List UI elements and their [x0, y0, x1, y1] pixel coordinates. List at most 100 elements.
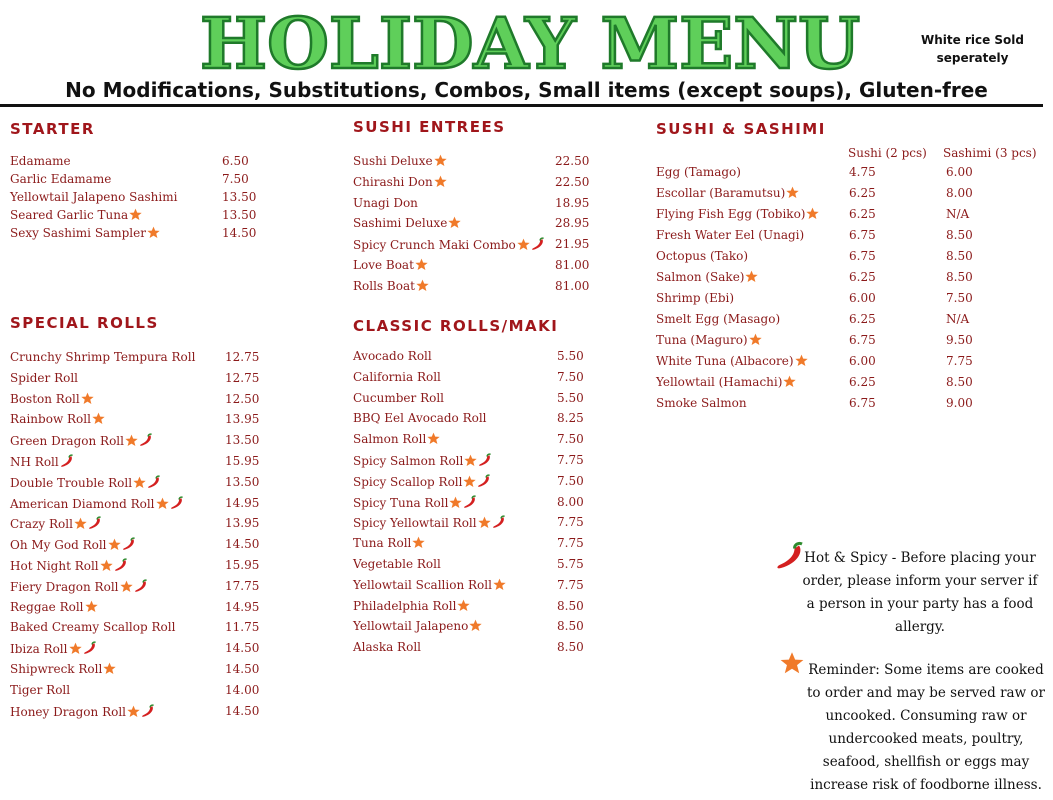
item-name: Sashimi Deluxe	[353, 216, 461, 230]
chili-icon	[89, 516, 101, 530]
star-icon	[457, 599, 471, 611]
chili-icon	[134, 579, 147, 592]
item-name: White Tuna (Albacore)	[656, 354, 808, 368]
reminder-note: Reminder: Some items are cooked to order…	[806, 662, 1046, 793]
star-icon	[493, 578, 506, 590]
item-name: Spicy Tuna Roll	[353, 495, 477, 510]
item-name: Fiery Dragon Roll	[10, 579, 148, 594]
item-name: Smoke Salmon	[656, 396, 747, 410]
item-price: 5.75	[557, 557, 584, 571]
item-name: Chirashi Don	[353, 175, 447, 189]
item-name: Yellowtail Jalapeno	[353, 619, 482, 633]
item-price: 14.50	[225, 641, 260, 656]
item-name: Spicy Scallop Roll	[353, 474, 491, 489]
item-name: Reggae Roll	[10, 600, 98, 614]
star-icon	[84, 600, 98, 612]
item-price: 7.75	[557, 536, 584, 551]
chili-icon	[83, 641, 96, 654]
item-price: 15.95	[225, 558, 260, 572]
item-price: 14.00	[225, 682, 260, 697]
chili-icon	[140, 433, 152, 446]
subtitle: No Modifications, Substitutions, Combos,…	[65, 78, 988, 102]
item-price: 8.50	[557, 619, 584, 634]
column-header: Sashimi (3 pcs)	[943, 146, 1037, 160]
star-icon	[434, 175, 447, 187]
title: HOLIDAY MENU	[200, 4, 860, 76]
star-icon	[477, 517, 491, 529]
item-name: Spicy Salmon Roll	[353, 453, 492, 468]
item-name: Escollar (Baramutsu)	[656, 186, 799, 200]
item-price: 6.50	[222, 154, 249, 168]
star-icon	[125, 434, 138, 447]
star-icon	[427, 432, 440, 445]
item-price: 13.50	[222, 208, 257, 222]
item-name: Tiger Roll	[10, 682, 71, 697]
item-name: Smelt Egg (Masago)	[656, 312, 781, 326]
item-price: 28.95	[555, 216, 590, 231]
item-name: Yellowtail Scallion Roll	[353, 578, 506, 592]
item-name: NH Roll	[10, 454, 74, 469]
item-price: 6.00	[946, 165, 973, 179]
item-name: Philadelphia Roll	[353, 599, 471, 613]
item-name: Edamame	[10, 154, 71, 168]
item-name: Shrimp (Ebi)	[656, 291, 735, 305]
item-price: 14.50	[222, 226, 257, 240]
item-price: 4.75	[849, 165, 876, 179]
star-icon	[806, 207, 820, 220]
star-icon	[794, 354, 808, 367]
star-icon	[745, 270, 759, 283]
item-price: 8.00	[946, 186, 973, 200]
item-name: Love Boat	[353, 258, 428, 272]
item-price: 13.50	[225, 433, 260, 448]
star-icon	[68, 642, 82, 655]
title-svg: HOLIDAY MENU	[199, 4, 861, 76]
star-icon	[74, 518, 87, 530]
star-icon	[748, 333, 762, 346]
item-price: 13.50	[225, 474, 260, 489]
reminder-icon	[779, 651, 804, 677]
item-name: Vegetable Roll	[353, 557, 441, 571]
item-price: 13.95	[225, 516, 260, 531]
item-name: Ibiza Roll	[10, 641, 97, 656]
item-price: N/A	[946, 312, 970, 326]
star-icon	[129, 208, 142, 221]
star-icon	[416, 279, 429, 291]
item-name: Tuna Roll	[353, 536, 426, 550]
chili-icon	[148, 475, 160, 488]
rice-note: White rice Sold seperately	[921, 33, 1024, 65]
section-heading: CLASSIC ROLLS/MAKI	[353, 317, 559, 335]
item-name: Sushi Deluxe	[353, 154, 447, 168]
item-price: 6.75	[849, 249, 876, 263]
chili-icon	[492, 515, 505, 529]
chili-icon	[479, 453, 492, 466]
item-price: 22.50	[555, 174, 590, 189]
spicy-note: Hot & Spicy - Before placing your order,…	[802, 550, 1038, 635]
star-icon	[412, 536, 426, 549]
item-price: 81.00	[555, 278, 590, 293]
item-price: 8.25	[557, 411, 584, 426]
star-icon	[99, 559, 113, 572]
item-price: 7.50	[557, 432, 584, 447]
item-name: Hot Night Roll	[10, 558, 128, 573]
item-name: Crazy Roll	[10, 516, 102, 531]
star-icon	[147, 226, 160, 239]
section-heading: STARTER	[10, 120, 95, 138]
chili-icon	[60, 454, 73, 467]
item-name: Double Trouble Roll	[10, 475, 161, 490]
item-name: Green Dragon Roll	[10, 433, 153, 448]
chili-icon	[531, 237, 544, 250]
item-price: 5.50	[557, 349, 584, 363]
star-icon	[81, 392, 94, 404]
item-price: 8.50	[557, 640, 584, 655]
item-name: Spider Roll	[10, 370, 79, 385]
item-price: 9.50	[946, 333, 973, 347]
item-name: Crunchy Shrimp Tempura Roll	[10, 350, 196, 364]
item-price: 7.50	[946, 291, 973, 305]
item-price: 7.50	[557, 473, 584, 488]
star-icon	[783, 375, 797, 388]
item-price: 13.50	[222, 190, 257, 204]
item-price: 7.75	[946, 354, 973, 368]
item-name: Baked Creamy Scallop Roll	[10, 620, 176, 635]
item-price: 6.25	[849, 312, 876, 326]
item-price: 8.50	[946, 249, 973, 263]
